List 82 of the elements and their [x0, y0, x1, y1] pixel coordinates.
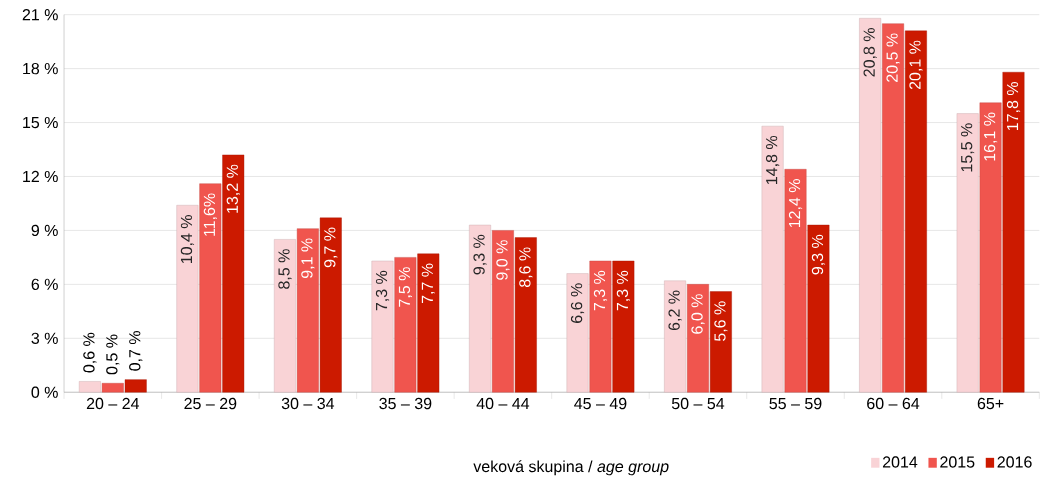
data-label: 7,3 %: [616, 270, 630, 311]
x-tick-label: 55 – 59: [769, 398, 822, 410]
bar: [709, 291, 732, 393]
bar: [956, 113, 979, 393]
x-tick-label: 30 – 34: [281, 398, 335, 410]
bar: [274, 239, 296, 393]
data-label: 9,1 %: [301, 238, 315, 279]
x-tick-label: 60 – 64: [867, 398, 920, 410]
y-tick-label: 9 %: [31, 224, 58, 237]
bar: [1002, 72, 1025, 393]
bar: [905, 30, 927, 393]
data-label: 12,4 %: [788, 179, 803, 228]
bar: [371, 260, 394, 393]
data-label: 16,1 %: [983, 112, 998, 161]
bar: [687, 284, 709, 393]
data-label: 20,1 %: [909, 40, 923, 90]
data-label: 7,7 %: [421, 263, 435, 304]
legend-label: 2014: [882, 456, 918, 468]
data-label: 5,6 %: [714, 301, 728, 342]
data-label: 7,3 %: [375, 270, 390, 311]
y-tick-label: 3 %: [31, 332, 58, 345]
bar: [176, 205, 199, 393]
data-label: 14,8 %: [765, 136, 780, 185]
bar: [78, 381, 101, 393]
bar: [664, 280, 686, 393]
x-tick-label: 40 – 44: [476, 398, 530, 410]
bar: [319, 217, 342, 393]
x-tick-label: 50 – 54: [671, 398, 725, 410]
bar: [417, 253, 440, 393]
data-label: 8,6 %: [519, 247, 533, 288]
bar: [807, 225, 830, 393]
bar: [394, 257, 417, 393]
y-tick-label: 18 %: [23, 63, 58, 75]
x-tick-label: 35 – 39: [379, 398, 432, 410]
bar: [882, 23, 904, 393]
x-tick-label: 25 – 29: [184, 398, 237, 410]
bar: [222, 154, 245, 393]
data-label: 9,3 %: [473, 235, 487, 275]
data-label: 0,7 %: [129, 331, 143, 371]
data-label: 6,6 %: [570, 283, 585, 324]
bar: [296, 228, 319, 393]
data-label: 20,8 %: [863, 28, 877, 77]
bar: [761, 126, 784, 393]
legend-label: 2016: [997, 456, 1032, 468]
bar: [199, 183, 222, 393]
y-tick-label: 12 %: [23, 171, 58, 183]
bar: [101, 383, 124, 393]
data-label: 7,3 %: [593, 270, 608, 311]
x-axis-title: veková skupina / age group: [473, 460, 669, 476]
bar: [514, 237, 537, 393]
data-label: 7,5 %: [398, 267, 412, 307]
data-label: 17,8 %: [1006, 82, 1021, 131]
bar: [566, 273, 589, 393]
bar: [589, 260, 612, 393]
x-tick-label: 45 – 49: [574, 398, 627, 410]
data-label: 0,5 %: [106, 334, 120, 375]
data-label: 11,6%: [203, 193, 217, 237]
y-tick-label: 6 %: [31, 278, 58, 291]
data-label: 9,3 %: [811, 235, 826, 275]
data-label: 9,7 %: [324, 227, 338, 268]
bar: [612, 260, 635, 393]
x-tick-label: 20 – 24: [86, 398, 140, 410]
y-tick-label: 21 %: [22, 9, 58, 21]
bar: [859, 18, 882, 393]
x-tick-label: 65+: [977, 398, 1004, 410]
y-tick-label: 15 %: [23, 117, 58, 129]
bar: [469, 225, 491, 393]
bar: [979, 102, 1002, 393]
bar: [784, 169, 807, 393]
data-label: 10,4 %: [180, 215, 195, 264]
bar: [492, 230, 514, 393]
data-label: 8,5 %: [278, 249, 292, 290]
data-label: 6,0 %: [691, 294, 705, 334]
bar: [124, 379, 147, 393]
data-label: 20,5 %: [886, 33, 900, 83]
y-tick-label: 0 %: [31, 386, 58, 399]
legend-label: 2015: [940, 456, 975, 468]
data-label: 9,0 %: [496, 240, 510, 280]
data-label: 15,5 %: [961, 123, 975, 172]
data-label: 6,2 %: [668, 290, 682, 331]
data-label: 13,2 %: [226, 164, 240, 213]
data-label: 0,6 %: [83, 332, 97, 373]
